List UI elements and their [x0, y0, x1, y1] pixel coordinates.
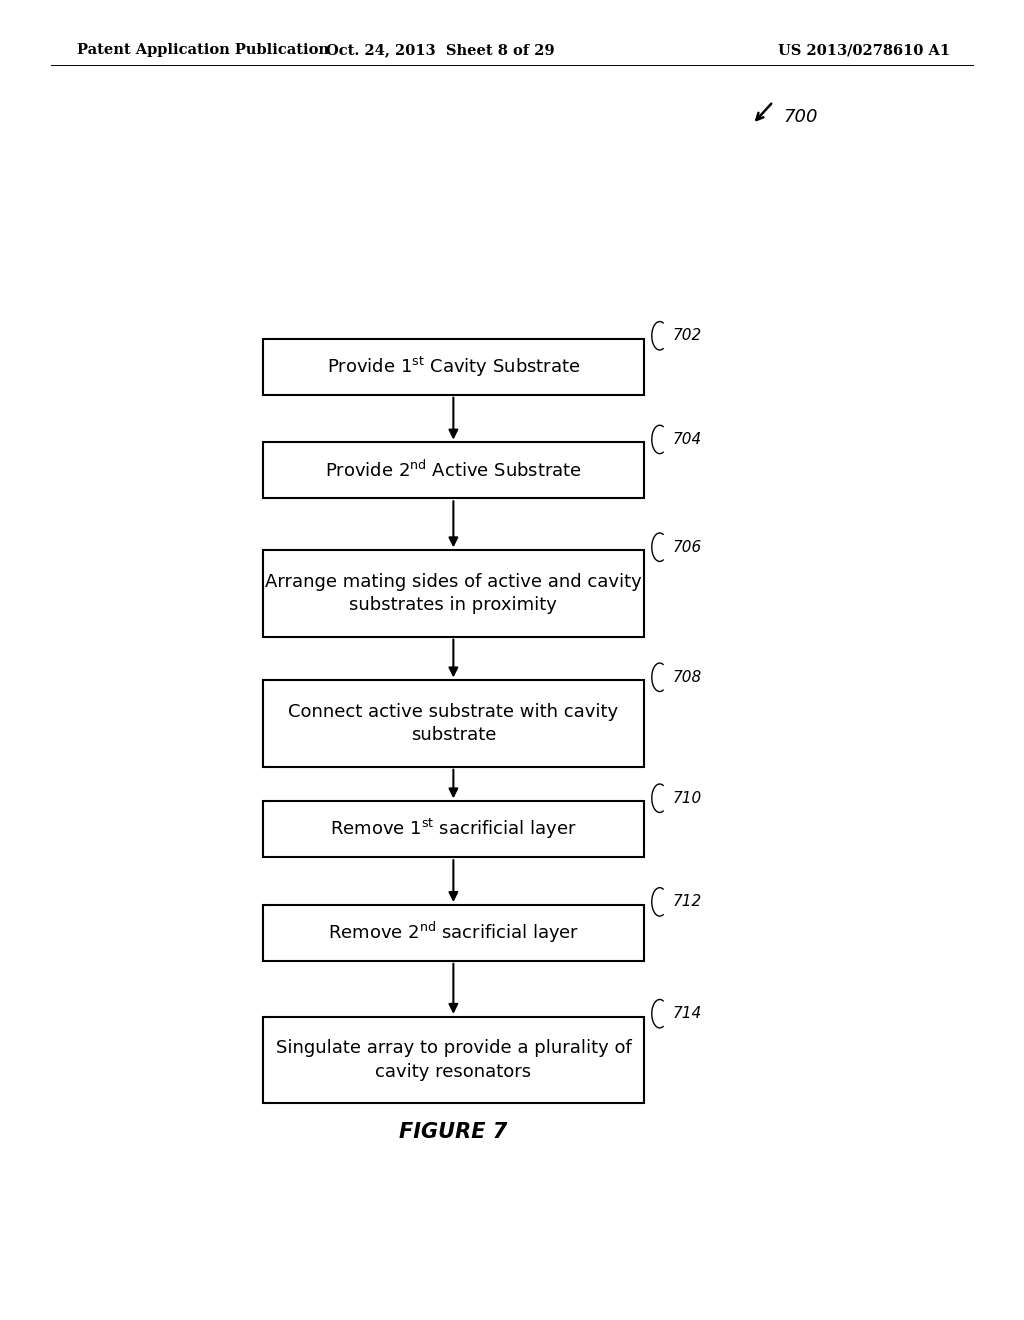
Text: 702: 702: [673, 329, 701, 343]
Text: 710: 710: [673, 791, 701, 805]
Bar: [263, 442, 644, 499]
Text: Provide 1$^{\mathregular{st}}$ Cavity Substrate: Provide 1$^{\mathregular{st}}$ Cavity Su…: [327, 355, 581, 379]
Text: 700: 700: [783, 108, 818, 127]
Text: US 2013/0278610 A1: US 2013/0278610 A1: [778, 44, 950, 57]
Text: 704: 704: [673, 432, 701, 447]
Text: Remove 1$^{\mathregular{st}}$ sacrificial layer: Remove 1$^{\mathregular{st}}$ sacrificia…: [330, 817, 577, 841]
Text: 712: 712: [673, 895, 701, 909]
Bar: [263, 906, 644, 961]
Text: Provide 2$^{\mathregular{nd}}$ Active Substrate: Provide 2$^{\mathregular{nd}}$ Active Su…: [325, 459, 582, 480]
Text: 714: 714: [673, 1006, 701, 1022]
Text: Remove 2$^{\mathregular{nd}}$ sacrificial layer: Remove 2$^{\mathregular{nd}}$ sacrificia…: [328, 920, 579, 945]
Text: 706: 706: [673, 540, 701, 554]
Text: Arrange mating sides of active and cavity
substrates in proximity: Arrange mating sides of active and cavit…: [265, 573, 642, 614]
Bar: [263, 680, 644, 767]
Text: 708: 708: [673, 669, 701, 685]
Bar: [263, 801, 644, 857]
Bar: [263, 339, 644, 395]
Bar: [263, 1016, 644, 1104]
Text: FIGURE 7: FIGURE 7: [399, 1122, 508, 1142]
Text: Connect active substrate with cavity
substrate: Connect active substrate with cavity sub…: [289, 702, 618, 744]
Bar: [263, 550, 644, 636]
Text: Patent Application Publication: Patent Application Publication: [77, 44, 329, 57]
Text: Singulate array to provide a plurality of
cavity resonators: Singulate array to provide a plurality o…: [275, 1039, 631, 1081]
Text: Oct. 24, 2013  Sheet 8 of 29: Oct. 24, 2013 Sheet 8 of 29: [326, 44, 555, 57]
